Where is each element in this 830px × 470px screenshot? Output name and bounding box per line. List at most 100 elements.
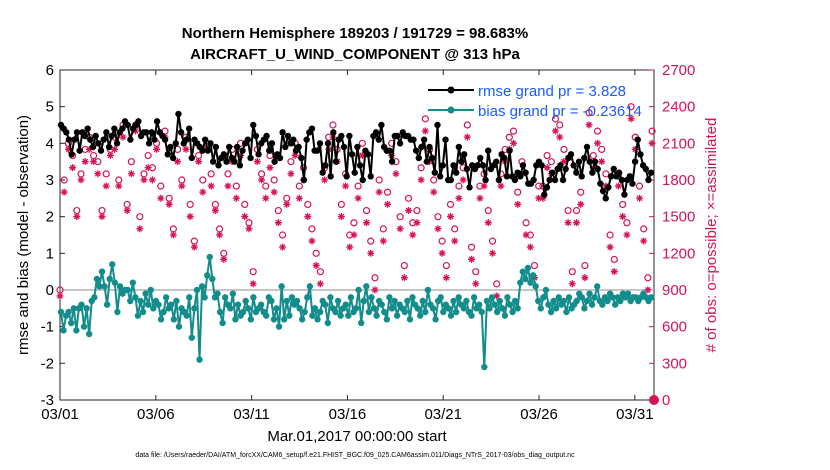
obs-assimilated-point — [417, 176, 425, 184]
obs-assimilated-point — [81, 158, 89, 166]
obs-possible-point — [577, 188, 585, 196]
rmse-point — [434, 121, 441, 129]
obs-assimilated-point — [195, 158, 203, 166]
bias-point — [150, 305, 157, 312]
obs-assimilated-point — [106, 151, 114, 159]
obs-assimilated-point — [489, 249, 497, 257]
rmse-point — [530, 176, 537, 184]
obs-possible-point — [186, 200, 194, 209]
obs-assimilated-point — [455, 194, 463, 202]
obs-assimilated-point — [493, 292, 501, 300]
obs-assimilated-point — [522, 231, 530, 239]
rmse-point — [631, 158, 639, 165]
obs-assimilated-point — [220, 255, 228, 263]
obs-possible-point — [127, 158, 135, 166]
bias-point — [314, 316, 321, 323]
bias-point — [617, 297, 624, 305]
rmse-point — [148, 129, 155, 136]
rmse-point — [348, 151, 356, 158]
rmse-point — [220, 151, 228, 158]
obs-assimilated-point — [556, 133, 564, 141]
obs-assimilated-point — [472, 280, 480, 288]
obs-assimilated-point — [358, 151, 366, 159]
obs-assimilated-point — [581, 274, 589, 282]
y-tick-left-label: 2 — [46, 209, 54, 226]
bias-point — [445, 305, 452, 312]
obs-assimilated-point — [199, 188, 207, 196]
obs-assimilated-point — [169, 231, 177, 239]
obs-assimilated-point — [304, 213, 312, 221]
obs-assimilated-point — [102, 182, 110, 190]
bias-point — [578, 294, 586, 301]
y-tick-right-label: 2700 — [662, 62, 695, 79]
bias-point — [360, 297, 367, 305]
obs-possible-point — [488, 237, 497, 245]
rmse-point — [570, 162, 577, 169]
obs-assimilated-point — [640, 237, 648, 245]
rmse-point — [164, 151, 171, 158]
bias-point — [116, 283, 124, 290]
obs-assimilated-point — [535, 194, 543, 202]
obs-assimilated-point — [262, 194, 270, 202]
rmse-point — [263, 132, 270, 140]
bias-point — [229, 290, 237, 297]
obs-possible-point — [400, 261, 408, 270]
obs-assimilated-point — [178, 182, 186, 190]
bias-point — [416, 312, 424, 319]
bias-point — [381, 308, 388, 316]
bias-point — [322, 301, 329, 308]
obs-possible-point — [472, 268, 480, 276]
obs-assimilated-point — [623, 231, 631, 239]
rmse-point — [143, 129, 150, 136]
rmse-point — [439, 162, 447, 169]
obs-possible-point — [308, 225, 316, 233]
rmse-point — [244, 136, 252, 143]
bias-point — [514, 305, 521, 312]
rmse-point — [332, 158, 340, 165]
rmse-point — [127, 136, 134, 143]
obs-assimilated-point — [224, 182, 232, 190]
obs-assimilated-point — [266, 164, 274, 172]
rmse-point — [303, 136, 310, 143]
bias-point — [383, 316, 391, 323]
rmse-point — [314, 147, 321, 154]
bias-point — [188, 334, 196, 341]
rmse-point — [175, 110, 182, 118]
rmse-point — [378, 121, 385, 129]
rmse-point — [618, 176, 625, 184]
bias-point — [486, 305, 493, 312]
bias-point — [542, 286, 550, 294]
x-tick-label: 03/01 — [41, 406, 79, 423]
rmse-point — [605, 184, 612, 191]
data-file-footer: data file: /Users/raeder/DAI/ATM_forcXX/… — [135, 452, 575, 459]
bias-point — [114, 308, 121, 316]
bias-point — [535, 297, 542, 305]
rmse-point — [557, 162, 564, 169]
rmse-point — [423, 158, 431, 165]
y-tick-right-label: 900 — [662, 282, 687, 299]
bias-point — [429, 305, 437, 312]
rmse-point — [599, 187, 607, 195]
rmse-point — [319, 169, 326, 176]
bias-point — [301, 308, 308, 316]
rmse-point — [322, 162, 329, 169]
bias-point — [175, 323, 183, 330]
obs-possible-point — [262, 182, 270, 190]
rmse-point — [455, 143, 463, 151]
rmse-point — [119, 125, 126, 132]
obs-assimilated-point — [342, 182, 350, 190]
bias-point — [80, 323, 88, 330]
rmse-point — [199, 147, 206, 154]
bias-point — [368, 294, 375, 301]
obs-assimilated-point — [119, 133, 127, 141]
rmse-point — [167, 143, 174, 151]
bias-point — [460, 305, 468, 312]
obs-possible-point — [572, 206, 581, 215]
bias-point — [393, 312, 401, 319]
obs-possible-point — [295, 182, 303, 190]
obs-assimilated-point — [648, 139, 656, 147]
x-tick-label: 03/21 — [424, 406, 462, 423]
obs-possible-point — [623, 219, 631, 227]
bias-point — [129, 279, 137, 286]
obs-assimilated-point — [539, 194, 547, 202]
